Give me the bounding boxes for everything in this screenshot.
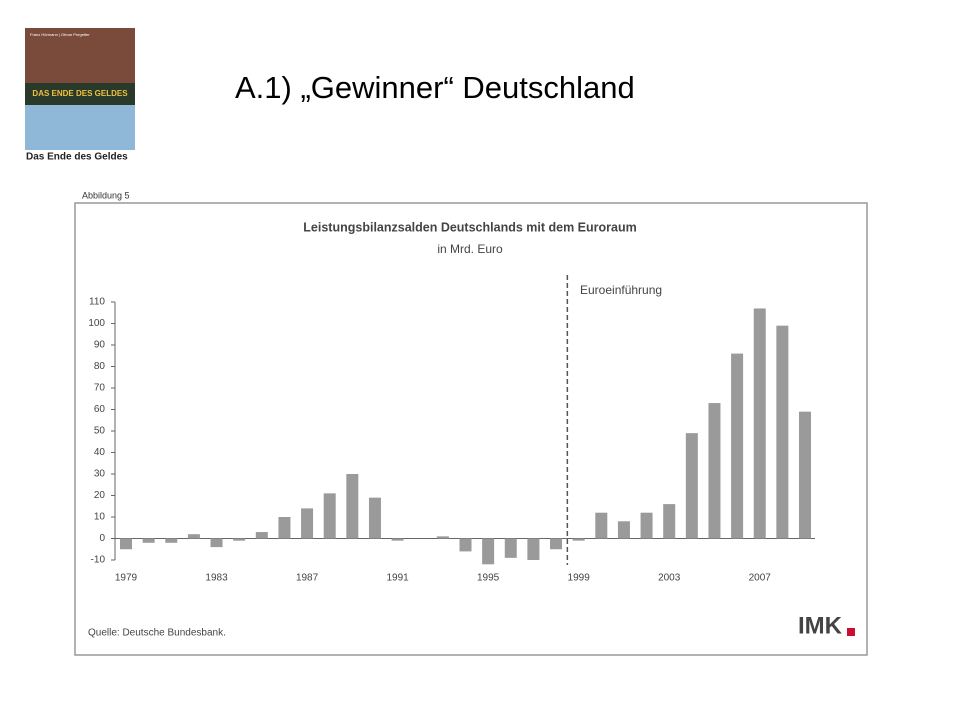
x-tick-label: 2003 [658, 573, 681, 584]
annotation: Euroeinführung [580, 283, 662, 297]
y-tick-label: 110 [89, 297, 105, 308]
bar [731, 353, 744, 539]
x-tick-label: 1995 [477, 573, 500, 584]
bar [527, 538, 540, 560]
bar [436, 536, 449, 539]
y-tick-label: -10 [91, 555, 106, 566]
y-tick-label: 100 [88, 318, 105, 329]
y-tick-label: 0 [99, 533, 105, 544]
bar [595, 512, 608, 539]
book-cover-top [25, 28, 135, 83]
bar [617, 521, 630, 539]
logo: IMK [798, 612, 843, 639]
bar [640, 512, 653, 539]
book-cover-title: DAS ENDE DES GELDES [32, 89, 128, 98]
bar [301, 508, 314, 539]
bar [504, 538, 517, 558]
bar [142, 538, 155, 543]
bar [187, 534, 200, 539]
x-tick-label: 1983 [205, 573, 228, 584]
bar [663, 504, 676, 539]
y-tick-label: 60 [94, 404, 106, 415]
bar [165, 538, 178, 543]
x-tick-label: 1979 [115, 573, 138, 584]
bar [346, 474, 359, 539]
book-cover-band [25, 83, 135, 105]
x-tick-label: 2007 [749, 573, 772, 584]
bar [233, 538, 246, 541]
bar [572, 538, 585, 541]
y-tick-label: 50 [94, 426, 106, 437]
bar [210, 538, 223, 548]
bar [255, 532, 268, 539]
y-tick-label: 70 [94, 383, 106, 394]
bar [799, 411, 811, 539]
slide-title: A.1) „Gewinner“ Deutschland [235, 70, 635, 105]
bar [323, 493, 336, 539]
y-tick-label: 80 [94, 361, 106, 372]
bar [685, 433, 698, 539]
x-tick-label: 1987 [296, 573, 319, 584]
chart-frame [74, 202, 868, 656]
chart-subtitle: in Mrd. Euro [437, 242, 503, 256]
book-cover-bottom [25, 105, 135, 150]
y-tick-label: 10 [94, 512, 106, 523]
figure-label: Abbildung 5 [82, 190, 130, 200]
x-tick-label: 1999 [568, 573, 591, 584]
bar [753, 308, 766, 539]
x-tick-label: 1991 [386, 573, 409, 584]
bar [278, 517, 291, 539]
bar [120, 538, 132, 550]
book-authors: Franz Hörmann | Otmar Pregetter [30, 32, 90, 37]
source: Quelle: Deutsche Bundesbank. [88, 628, 226, 639]
bar [368, 497, 381, 539]
y-tick-label: 90 [94, 340, 106, 351]
bar [776, 325, 789, 539]
bar [708, 403, 721, 539]
logo-mark [847, 628, 855, 636]
y-tick-label: 40 [94, 447, 106, 458]
y-tick-label: 30 [94, 469, 106, 480]
book-caption: Das Ende des Geldes [26, 152, 128, 163]
chart-title: Leistungsbilanzsalden Deutschlands mit d… [303, 220, 636, 234]
bar [550, 538, 563, 550]
bar [482, 538, 495, 565]
y-tick-label: 20 [94, 490, 106, 501]
bar [391, 538, 404, 541]
bar [459, 538, 472, 552]
